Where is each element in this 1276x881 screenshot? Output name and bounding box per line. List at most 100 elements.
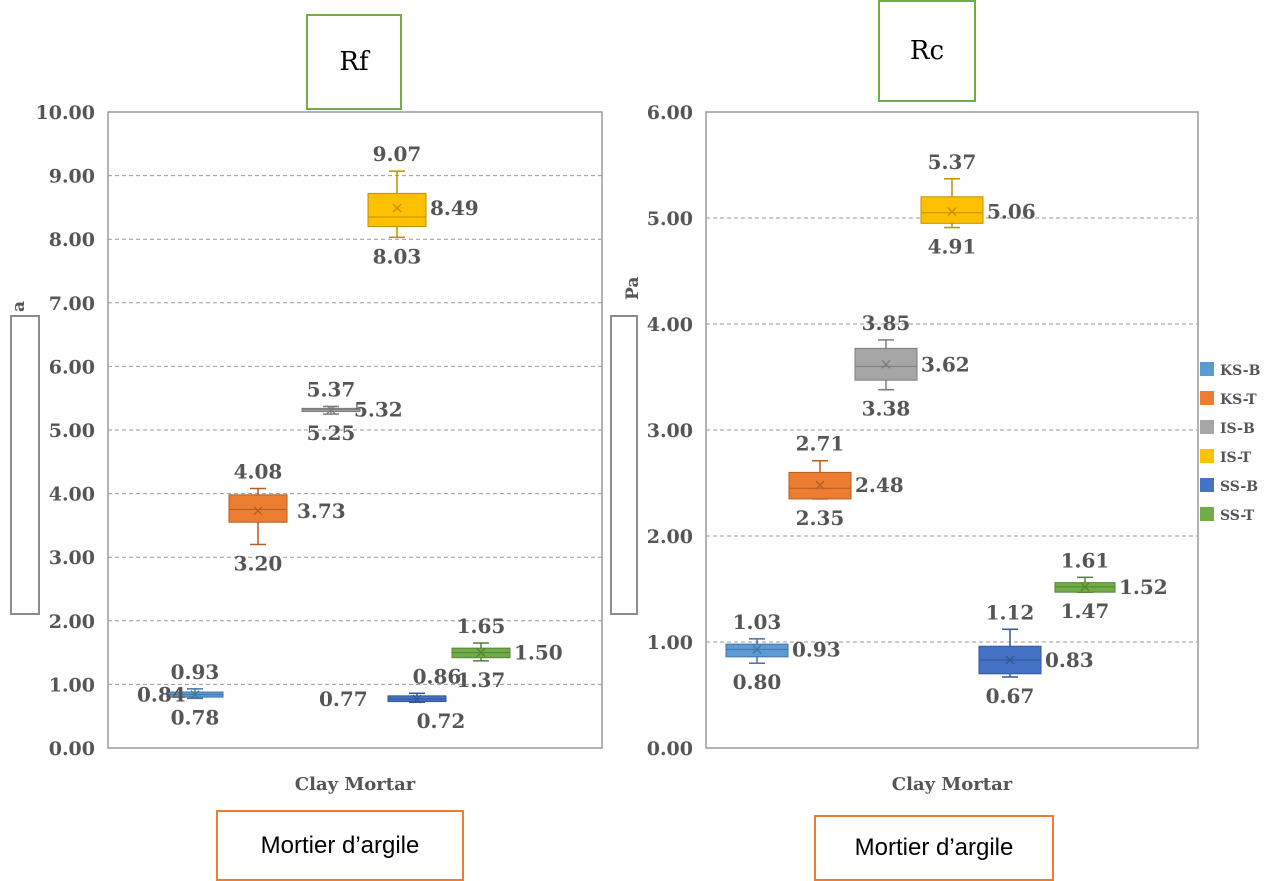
mean-marker <box>253 506 263 516</box>
min-label: 1.37 <box>457 668 506 692</box>
y-tick-label: 3.00 <box>49 547 95 569</box>
y-tick-label: 7.00 <box>49 293 95 315</box>
iqr-box <box>920 196 984 224</box>
y-tick-label: 2.00 <box>647 526 693 548</box>
max-label: 5.37 <box>307 377 356 401</box>
plot-frame <box>107 111 603 749</box>
min-label: 2.35 <box>796 506 845 530</box>
max-label: 9.07 <box>373 142 422 166</box>
y-tick-label: 6.00 <box>647 102 693 124</box>
min-label: 0.78 <box>171 705 220 729</box>
rc-title: Rc <box>909 36 945 66</box>
y-tick-label: 4.00 <box>647 314 693 336</box>
y-tick-label: 4.00 <box>49 484 95 506</box>
rf-chart: 0.00 1.00 2.00 3.00 4.00 5.00 6.00 7.00 8.00 9.00… <box>36 102 603 795</box>
mean-label: 5.32 <box>354 398 403 422</box>
mean-marker <box>326 405 336 415</box>
iqr-box <box>228 494 288 523</box>
mean-marker <box>1080 582 1090 592</box>
min-label: 0.72 <box>417 709 466 733</box>
y-tick-label: 9.00 <box>49 166 95 188</box>
min-label: 5.25 <box>307 421 356 445</box>
rf-title: Rf <box>339 47 369 77</box>
mean-marker <box>476 648 486 658</box>
rc-chart: 0.00 1.00 2.00 3.00 4.00 5.00 6.00 Clay Mortar 1… <box>647 102 1199 795</box>
y-tick-label: 2.00 <box>49 611 95 633</box>
rf-title-box: Rf <box>306 14 402 110</box>
min-label: 3.38 <box>862 397 911 421</box>
max-label: 0.93 <box>171 660 220 684</box>
y-tick-label: 0.00 <box>647 738 693 760</box>
mean-label: 1.50 <box>514 641 563 665</box>
legend-swatch-ss-t <box>1200 507 1214 521</box>
max-label: 1.65 <box>457 614 506 638</box>
y-tick-label: 5.00 <box>49 420 95 442</box>
min-label: 8.03 <box>373 244 422 268</box>
iqr-box <box>367 192 427 227</box>
legend-swatch-ss-b <box>1200 478 1214 492</box>
x-axis-label: Clay Mortar <box>892 774 1013 795</box>
box-is-b: 3.85 3.62 3.38 <box>854 311 970 421</box>
legend-swatch-is-b <box>1200 420 1214 434</box>
box-is-t: 9.07 8.49 8.03 <box>367 142 479 268</box>
max-label: 1.03 <box>733 610 782 634</box>
y-tick-label: 1.00 <box>49 674 95 696</box>
max-label: 1.61 <box>1061 548 1110 572</box>
legend-swatch-ks-b <box>1200 362 1214 376</box>
box-ss-t: 1.61 1.52 1.47 <box>1054 548 1168 623</box>
max-label: 5.37 <box>928 150 977 174</box>
x-axis-label: Clay Mortar <box>295 774 416 795</box>
legend-label-ss-b: SS-B <box>1220 479 1258 495</box>
y-tick-label: 8.00 <box>49 229 95 251</box>
right-caption-box: Mortier d’argile <box>814 815 1054 881</box>
min-label: 0.80 <box>733 670 782 694</box>
rc-title-box: Rc <box>878 0 976 102</box>
box-is-b: 5.375.325.25 <box>301 377 403 445</box>
y-tick-label: 6.00 <box>49 356 95 378</box>
box-ks-b: 1.03 0.93 0.80 <box>725 610 841 694</box>
min-label: 4.91 <box>928 235 977 259</box>
mean-label: 0.77 <box>319 687 368 711</box>
mean-marker <box>392 203 402 213</box>
max-label: 3.85 <box>862 311 911 335</box>
box-ss-b: 0.86 0.77 0.72 <box>319 664 465 733</box>
max-label: 2.71 <box>796 432 845 456</box>
mean-marker <box>412 694 422 704</box>
legend-swatch-ks-t <box>1200 391 1214 405</box>
max-label: 0.86 <box>413 664 462 688</box>
mean-marker <box>881 359 891 369</box>
mean-label: 3.73 <box>297 499 346 523</box>
left-caption-box: Mortier d’argile <box>216 810 464 881</box>
legend-label-is-b: IS-B <box>1220 421 1255 437</box>
y-tick-label: 10.00 <box>36 102 96 124</box>
left-axis-cover-box <box>10 315 40 615</box>
box-ks-t: 4.08 3.73 3.20 <box>228 460 346 575</box>
legend-swatch-is-t <box>1200 449 1214 463</box>
y-tick-label: 0.00 <box>49 738 95 760</box>
mean-label: 2.48 <box>855 473 904 497</box>
mean-marker <box>815 480 825 490</box>
right-caption: Mortier d’argile <box>854 834 1014 861</box>
min-label: 0.67 <box>986 684 1035 708</box>
mean-label: 0.93 <box>792 637 841 661</box>
right-axis-cover-box <box>610 315 638 615</box>
mean-marker <box>752 644 762 654</box>
mean-marker <box>190 690 200 700</box>
mean-label: 8.49 <box>430 196 479 220</box>
plot-frame <box>705 111 1199 749</box>
box-ss-b: 1.12 0.83 0.67 <box>978 600 1094 708</box>
mean-label: 1.52 <box>1119 575 1168 599</box>
y-tick-label: 1.00 <box>647 632 693 654</box>
legend: KS-B KS-T IS-B IS-T SS-B SS-T <box>1200 362 1261 524</box>
right-axis-fragment: Pa <box>623 277 643 300</box>
mean-label: 5.06 <box>987 200 1036 224</box>
mean-label: 0.83 <box>1045 648 1094 672</box>
legend-label-is-t: IS-T <box>1220 450 1252 466</box>
mean-label: 0.84 <box>137 683 186 707</box>
mean-label: 3.62 <box>921 352 970 376</box>
box-ss-t: 1.65 1.50 1.37 <box>451 614 563 692</box>
box-ks-t: 2.71 2.48 2.35 <box>788 432 904 530</box>
legend-label-ks-b: KS-B <box>1220 363 1261 379</box>
iqr-box <box>725 643 789 658</box>
